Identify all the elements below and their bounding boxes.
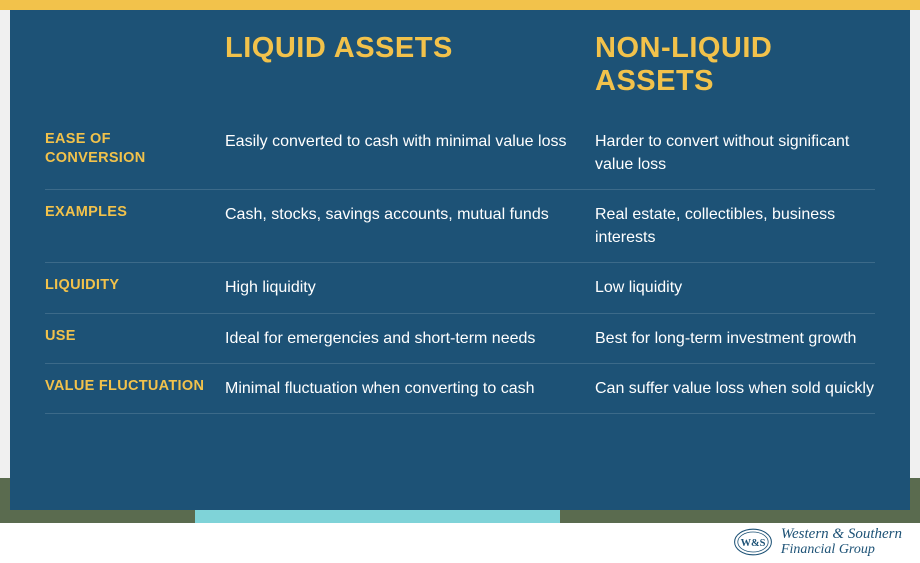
cell-nonliquid: Real estate, collectibles, business inte… — [595, 203, 875, 249]
row-label: LIQUIDITY — [45, 276, 225, 296]
row-label: VALUE FLUCTUATION — [45, 377, 225, 397]
comparison-table: LIQUID ASSETS NON-LIQUID ASSETS EASE OF … — [45, 32, 875, 414]
brand-line-1: Western & Southern — [781, 527, 902, 543]
table-row: EASE OF CONVERSION Easily converted to c… — [45, 117, 875, 190]
cell-liquid: Easily converted to cash with minimal va… — [225, 130, 595, 153]
cell-nonliquid: Can suffer value loss when sold quickly — [595, 377, 875, 400]
column-header-liquid: LIQUID ASSETS — [225, 32, 595, 107]
teal-underbar — [195, 510, 560, 523]
table-row: USE Ideal for emergencies and short-term… — [45, 314, 875, 364]
table-row: LIQUIDITY High liquidity Low liquidity — [45, 263, 875, 313]
brand-lockup: W&S Western & Southern Financial Group — [733, 527, 902, 557]
table-row: VALUE FLUCTUATION Minimal fluctuation wh… — [45, 364, 875, 414]
cell-liquid: Ideal for emergencies and short-term nee… — [225, 327, 595, 350]
cell-liquid: Cash, stocks, savings accounts, mutual f… — [225, 203, 595, 226]
cell-nonliquid: Harder to convert without significant va… — [595, 130, 875, 176]
cell-liquid: High liquidity — [225, 276, 595, 299]
table-row: EXAMPLES Cash, stocks, savings accounts,… — [45, 190, 875, 263]
brand-text: Western & Southern Financial Group — [781, 527, 902, 557]
row-label: USE — [45, 327, 225, 347]
row-label: EXAMPLES — [45, 203, 225, 223]
cell-nonliquid: Best for long-term investment growth — [595, 327, 875, 350]
svg-text:W&S: W&S — [740, 538, 765, 549]
cell-liquid: Minimal fluctuation when converting to c… — [225, 377, 595, 400]
column-header-nonliquid: NON-LIQUID ASSETS — [595, 32, 875, 107]
brand-line-2: Financial Group — [781, 543, 902, 558]
footer-bar: W&S Western & Southern Financial Group — [0, 523, 920, 563]
row-label: EASE OF CONVERSION — [45, 130, 225, 169]
header-spacer — [45, 32, 225, 107]
table-header-row: LIQUID ASSETS NON-LIQUID ASSETS — [45, 32, 875, 107]
top-accent-bar — [0, 0, 920, 10]
cell-nonliquid: Low liquidity — [595, 276, 875, 299]
brand-logo-icon: W&S — [733, 527, 773, 557]
comparison-panel: LIQUID ASSETS NON-LIQUID ASSETS EASE OF … — [10, 10, 910, 510]
